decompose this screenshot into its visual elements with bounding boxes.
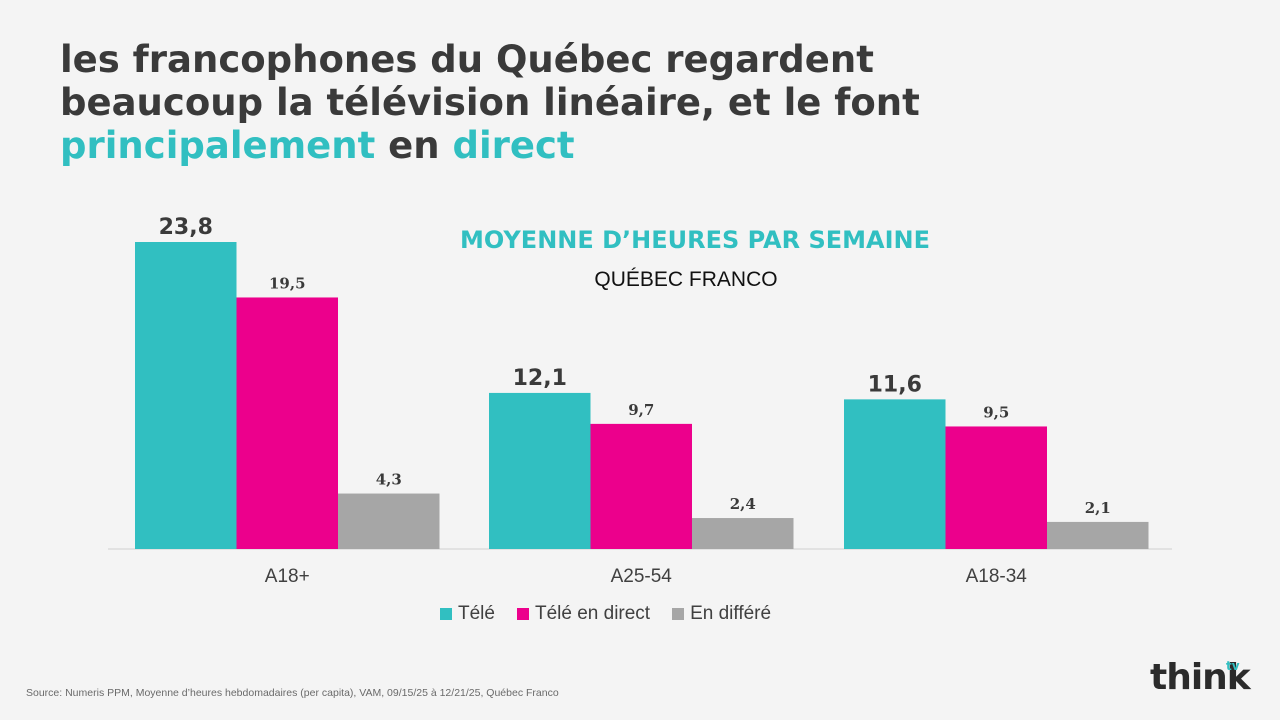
legend-swatch-direct [516,608,529,620]
data-label-differe: 4,3 [376,471,402,489]
bar-tele-a25-54 [489,392,591,549]
data-label-tele: 11,6 [868,372,922,397]
bar-direct-a18plus [236,297,338,549]
title-line-2: beaucoup la télévision linéaire, et le f… [60,81,920,124]
data-label-tele: 12,1 [513,366,567,391]
legend-item-tele: Télé [440,603,495,625]
x-tick-label: A18-34 [966,566,1028,587]
data-label-differe: 2,1 [1085,499,1111,517]
title-line-1: les francophones du Québec regardent [60,38,874,81]
legend-label-tele: Télé [458,603,495,624]
legend-label-direct: Télé en direct [534,603,651,624]
title-accent-principalement: principalement [60,124,376,167]
chart-legend: Télé Télé en direct En différé [440,603,771,625]
data-label-differe: 2,4 [730,495,756,513]
x-tick-label: A18+ [265,566,310,587]
bar-direct-a18-34 [945,426,1047,549]
bar-tele-a18plus [135,242,237,549]
source-note: Source: Numeris PPM, Moyenne d’heures he… [26,687,559,699]
chart-subheading: QUÉBEC FRANCO [594,268,778,291]
legend-item-direct: Télé en direct [516,603,651,625]
bar-tele-a18-34 [844,399,946,549]
bar-differe-a18plus [338,493,440,549]
page-title: les francophones du Québec regardent bea… [60,38,1160,167]
data-label-direct: 9,5 [983,403,1009,421]
title-line-3-mid: en [375,124,453,167]
bar-differe-a25-54 [692,518,794,549]
legend-swatch-differe [672,608,685,620]
x-tick-label: A25-54 [611,566,673,587]
data-label-tele: 23,8 [159,215,213,240]
title-accent-direct: direct [452,124,575,167]
thinktv-logo-superscript: tv [1226,659,1240,673]
data-label-direct: 19,5 [269,274,306,292]
bar-differe-a18-34 [1047,521,1149,549]
legend-swatch-tele [440,608,452,620]
data-label-direct: 9,7 [628,401,654,419]
chart-heading: MOYENNE D’HEURES PAR SEMAINE [460,226,930,254]
bar-direct-a25-54 [590,423,692,549]
legend-item-differe: En différé [672,603,771,625]
thinktv-logo: think [1150,657,1251,698]
legend-label-differe: En différé [690,603,772,624]
